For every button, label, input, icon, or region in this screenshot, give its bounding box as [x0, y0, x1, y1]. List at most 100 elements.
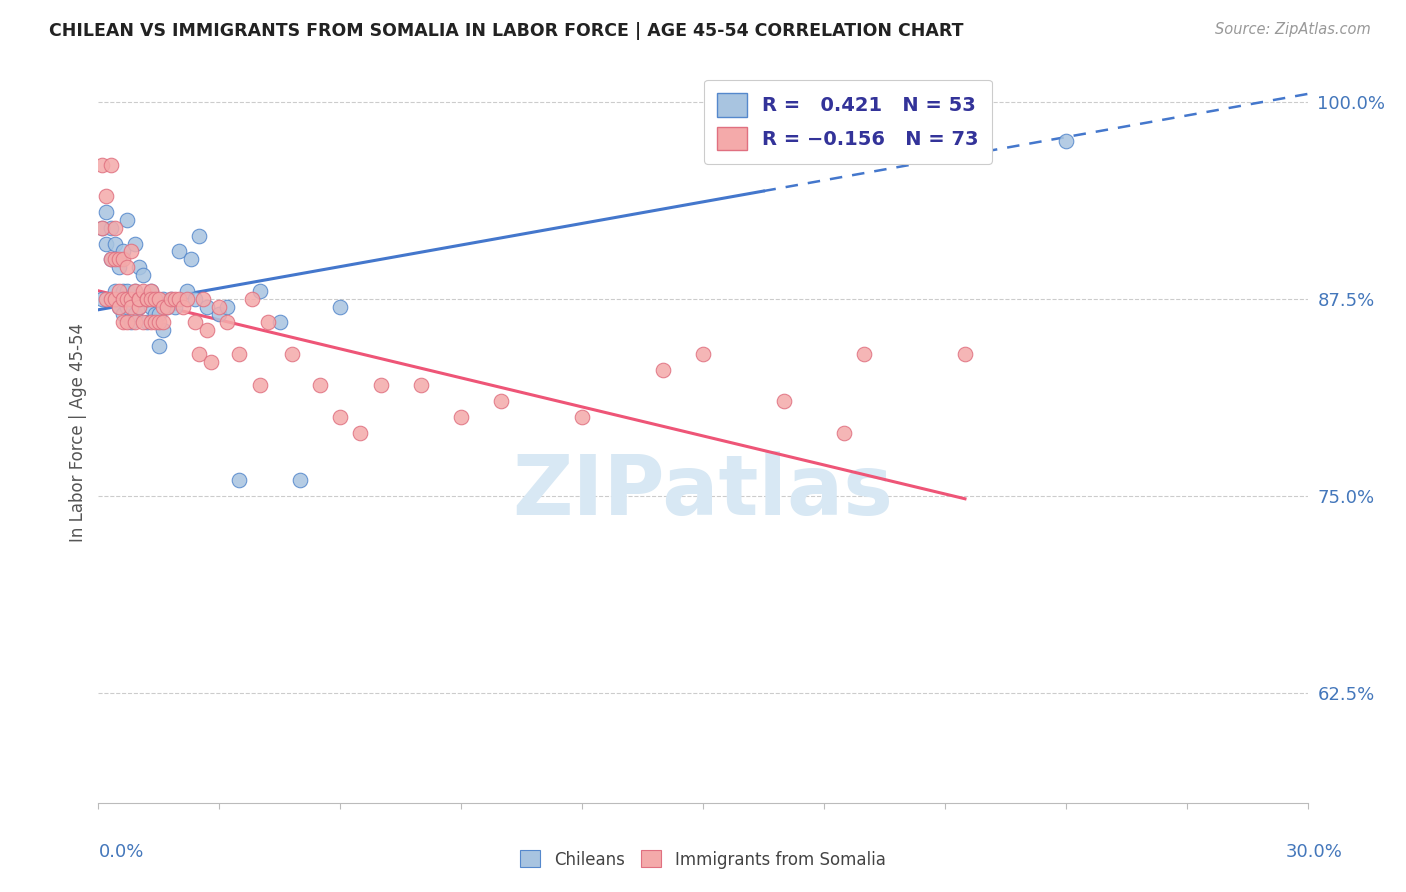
Point: [329, 409, 352, 424]
Point: [651, 362, 673, 376]
Point: [167, 292, 190, 306]
Point: [100, 252, 122, 267]
Point: [91, 220, 114, 235]
Point: [139, 284, 162, 298]
Point: [148, 339, 170, 353]
Point: [249, 284, 271, 298]
Point: [132, 268, 155, 282]
Point: [281, 347, 304, 361]
Point: [107, 300, 129, 314]
Point: [135, 315, 157, 329]
Point: [111, 284, 134, 298]
Point: [1054, 134, 1077, 148]
Point: [100, 158, 122, 172]
Point: [128, 292, 150, 306]
Point: [120, 292, 142, 306]
Point: [128, 292, 150, 306]
Point: [752, 95, 775, 109]
Point: [128, 300, 150, 314]
Point: [160, 292, 183, 306]
Point: [195, 323, 218, 337]
Point: [124, 315, 146, 329]
Point: [103, 220, 125, 235]
Point: [132, 292, 155, 306]
Point: [309, 378, 332, 392]
Point: [148, 292, 170, 306]
Point: [409, 378, 432, 392]
Point: [107, 252, 129, 267]
Point: [370, 378, 392, 392]
Point: [111, 292, 134, 306]
Point: [120, 244, 142, 259]
Point: [96, 292, 118, 306]
Point: [124, 308, 146, 322]
Point: [953, 347, 976, 361]
Point: [256, 315, 278, 329]
Point: [208, 300, 231, 314]
Point: [176, 292, 198, 306]
Point: [228, 347, 250, 361]
Text: 0.0%: 0.0%: [98, 843, 143, 861]
Point: [148, 308, 170, 322]
Point: [184, 315, 207, 329]
Text: Source: ZipAtlas.com: Source: ZipAtlas.com: [1215, 22, 1371, 37]
Point: [143, 308, 166, 322]
Point: [139, 284, 162, 298]
Point: [132, 315, 155, 329]
Point: [152, 300, 174, 314]
Point: [143, 292, 166, 306]
Point: [120, 292, 142, 306]
Point: [135, 292, 157, 306]
Point: [188, 347, 211, 361]
Point: [167, 244, 190, 259]
Point: [107, 300, 129, 314]
Point: [195, 300, 218, 314]
Point: [115, 213, 138, 227]
Point: [120, 300, 142, 314]
Point: [143, 315, 166, 329]
Point: [100, 292, 122, 306]
Point: [193, 292, 215, 306]
Point: [135, 292, 157, 306]
Point: [180, 252, 202, 267]
Point: [172, 300, 194, 314]
Point: [120, 315, 142, 329]
Point: [100, 252, 122, 267]
Point: [91, 158, 114, 172]
Point: [96, 189, 118, 203]
Text: ZIPatlas: ZIPatlas: [513, 451, 893, 533]
Point: [111, 244, 134, 259]
Point: [103, 284, 125, 298]
Point: [135, 292, 157, 306]
Point: [152, 292, 174, 306]
Point: [228, 473, 250, 487]
Point: [91, 220, 114, 235]
Point: [160, 292, 183, 306]
Point: [156, 300, 179, 314]
Point: [96, 205, 118, 219]
Point: [91, 292, 114, 306]
Point: [349, 425, 371, 440]
Point: [832, 425, 855, 440]
Legend: Chileans, Immigrants from Somalia: Chileans, Immigrants from Somalia: [520, 850, 886, 869]
Point: [249, 378, 271, 392]
Point: [103, 252, 125, 267]
Y-axis label: In Labor Force | Age 45-54: In Labor Force | Age 45-54: [69, 323, 87, 542]
Point: [139, 292, 162, 306]
Point: [111, 252, 134, 267]
Point: [269, 315, 291, 329]
Point: [208, 308, 231, 322]
Point: [100, 220, 122, 235]
Point: [329, 300, 352, 314]
Point: [152, 323, 174, 337]
Text: CHILEAN VS IMMIGRANTS FROM SOMALIA IN LABOR FORCE | AGE 45-54 CORRELATION CHART: CHILEAN VS IMMIGRANTS FROM SOMALIA IN LA…: [49, 22, 963, 40]
Point: [124, 284, 146, 298]
Point: [152, 315, 174, 329]
Point: [288, 473, 311, 487]
Point: [107, 292, 129, 306]
Point: [163, 292, 186, 306]
Point: [128, 300, 150, 314]
Point: [124, 284, 146, 298]
Point: [132, 284, 155, 298]
Point: [571, 409, 593, 424]
